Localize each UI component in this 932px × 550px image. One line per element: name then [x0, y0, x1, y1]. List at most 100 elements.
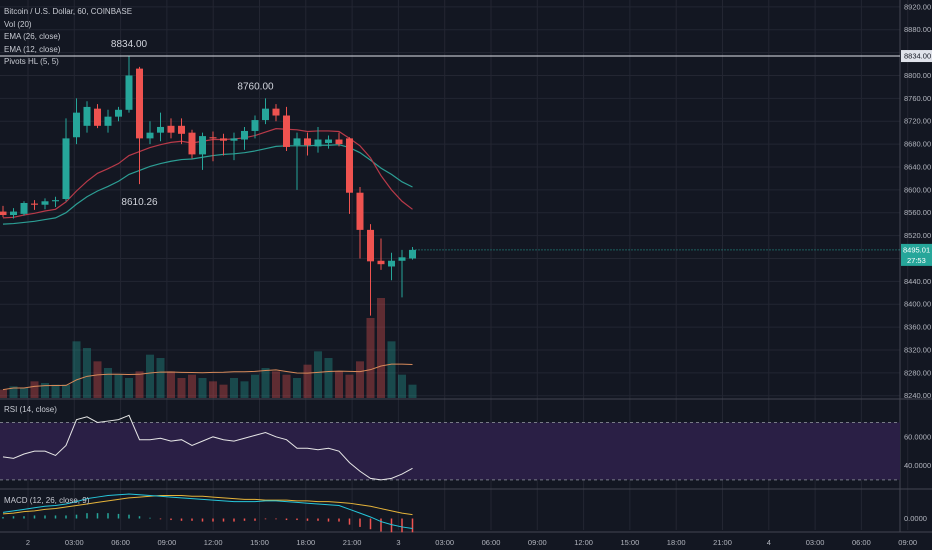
volume-bar	[209, 381, 217, 398]
candle	[388, 252, 395, 281]
candle-body	[83, 106, 91, 126]
volume-bar	[114, 374, 123, 398]
candle-body	[293, 138, 301, 146]
candle-body	[0, 211, 7, 216]
candle-body	[209, 137, 217, 139]
ema26-line	[2, 144, 413, 225]
macd-histogram-bar	[264, 518, 267, 520]
time-tick-label: 21:00	[713, 538, 732, 547]
price-tick-label: 8360.00	[904, 323, 931, 332]
macd-histogram-bar	[138, 516, 141, 519]
price-tick-label: 8720.00	[904, 117, 931, 126]
candle	[356, 186, 364, 259]
volume-bar	[324, 358, 333, 398]
macd-signal-line	[2, 495, 413, 516]
volume-bar	[0, 389, 7, 398]
macd-histogram-bar	[54, 515, 57, 519]
candle-body	[272, 108, 280, 116]
macd-histogram-bar	[327, 518, 330, 522]
candle-body	[52, 200, 59, 202]
rsi-tick-label: 40.0000	[904, 461, 931, 470]
macd-pane-label[interactable]: MACD (12, 26, close, 9)	[4, 496, 90, 505]
macd-histogram-bar	[254, 518, 256, 521]
symbol-title[interactable]: Bitcoin / U.S. Dollar, 60, COINBASE	[4, 7, 133, 16]
volume-bar	[156, 358, 165, 398]
candle-body	[398, 257, 406, 261]
legend-ema12[interactable]: EMA (12, close)	[4, 44, 61, 54]
volume-bar	[93, 361, 102, 398]
macd-histogram-bar	[12, 516, 15, 519]
candle	[136, 66, 143, 185]
volume-bar	[83, 348, 91, 398]
volume-bar	[125, 378, 133, 398]
legend-pivots[interactable]: Pivots HL (5, 5)	[4, 57, 59, 66]
legend-volume[interactable]: Vol (20)	[4, 19, 32, 29]
macd-histogram-bar	[2, 516, 4, 519]
macd-histogram-bar	[369, 518, 372, 530]
time-tick-label: 06:00	[111, 538, 130, 547]
pivot-low-label: 8610.26	[121, 197, 158, 208]
macd-histogram-bar	[86, 513, 88, 519]
candle	[209, 131, 217, 162]
candle	[125, 56, 133, 113]
candle-body	[346, 138, 353, 193]
candle	[0, 205, 7, 218]
rsi-tick-label: 60.0000	[904, 432, 931, 441]
macd-histogram-bar	[65, 515, 67, 519]
macd-histogram-bar	[44, 515, 46, 519]
candle-body	[104, 116, 112, 126]
time-tick-label: 09:00	[528, 538, 547, 547]
candle	[188, 129, 196, 159]
candle	[230, 132, 238, 161]
candle	[31, 200, 38, 210]
legend-ema26[interactable]: EMA (26, close)	[4, 32, 61, 41]
candle	[146, 121, 154, 145]
rsi-band	[0, 422, 900, 480]
candle	[262, 98, 269, 125]
volume-bar	[198, 378, 207, 398]
volume-bar	[167, 371, 175, 398]
volume-bar	[30, 381, 39, 398]
candle	[325, 135, 332, 149]
rsi-pane-label[interactable]: RSI (14, close)	[4, 405, 57, 414]
pivot-high-label: 8760.00	[237, 81, 274, 92]
candle	[94, 104, 101, 129]
countdown-label: 27:53	[907, 256, 926, 265]
price-tick-label: 8640.00	[904, 162, 931, 171]
volume-bar	[135, 371, 144, 398]
time-tick-label: 18:00	[667, 538, 686, 547]
macd-histogram-bar	[401, 518, 403, 533]
macd-histogram-bar	[117, 513, 120, 519]
price-tick-label: 8520.00	[904, 231, 931, 240]
price-tick-label: 8760.00	[904, 94, 931, 103]
pivot-high-label: 8834.00	[111, 39, 148, 50]
macd-tick-label: 0.0000	[904, 514, 927, 523]
chart-legend: Bitcoin / U.S. Dollar, 60, COINBASE Vol …	[4, 6, 132, 69]
price-tick-label: 8280.00	[904, 368, 931, 377]
candle	[335, 132, 343, 147]
candle-body	[10, 211, 17, 216]
candle	[293, 132, 301, 190]
candle	[283, 106, 290, 151]
macd-histogram-bar	[348, 518, 351, 525]
candle-body	[73, 112, 80, 138]
macd-histogram-bar	[411, 518, 414, 533]
price-tick-label: 8240.00	[904, 391, 931, 400]
volume-bar	[377, 298, 385, 398]
price-tick-label: 8400.00	[904, 300, 931, 309]
rsi-line	[2, 414, 413, 481]
candle-body	[94, 108, 101, 126]
candle-body	[220, 138, 227, 141]
volume-ma-line	[2, 363, 413, 391]
price-tick-label: 8800.00	[904, 71, 931, 80]
candle-body	[115, 109, 122, 117]
price-tick-label: 8440.00	[904, 277, 931, 286]
hline-price-label: 8834.00	[904, 52, 931, 61]
volume-bar	[335, 371, 343, 398]
time-tick-label: 09:00	[898, 538, 917, 547]
volume-bar	[177, 378, 186, 398]
time-tick-label: 15:00	[250, 538, 269, 547]
time-tick-label: 06:00	[852, 538, 871, 547]
macd-histogram-bar	[23, 516, 25, 519]
